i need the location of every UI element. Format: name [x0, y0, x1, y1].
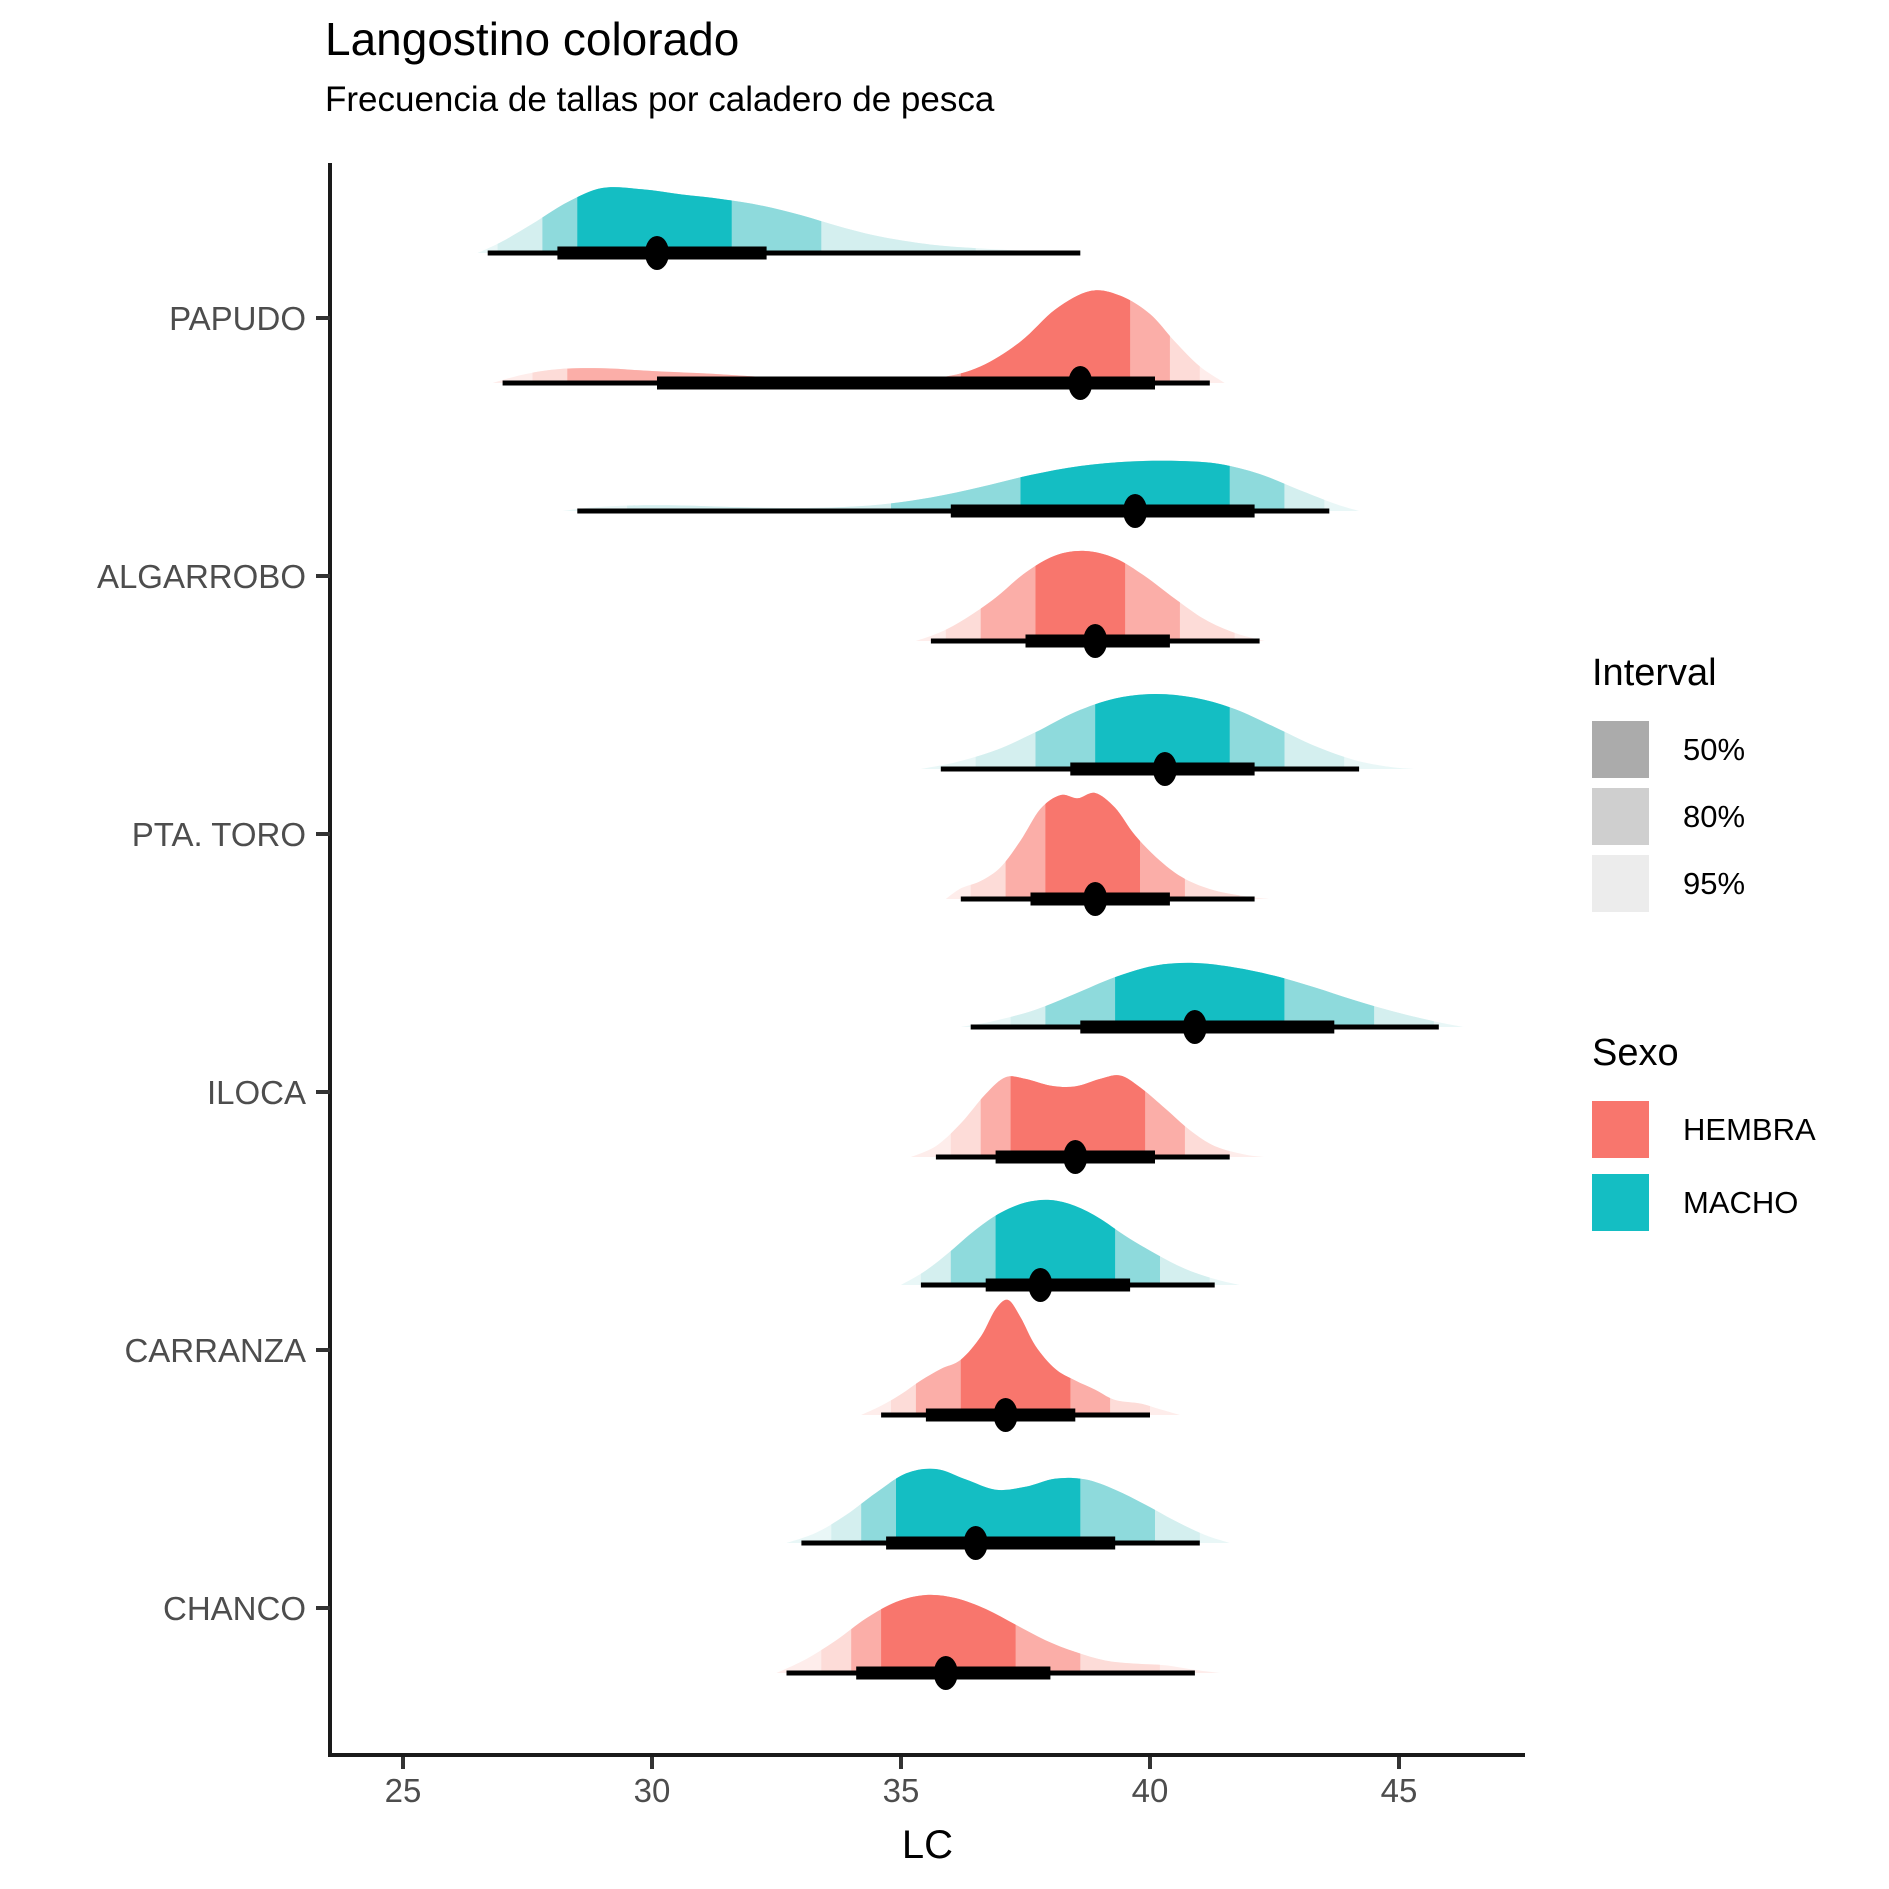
density-band-50 [1035, 550, 1126, 641]
median-point [1182, 1010, 1207, 1044]
interval-thick-bar [657, 376, 1155, 390]
legend-sexo-title: Sexo [1592, 1032, 1679, 1074]
x-tick-35 [899, 1757, 903, 1769]
median-point [1152, 752, 1177, 786]
x-tick-45 [1397, 1757, 1401, 1769]
legend-row: HEMBRA [1592, 1101, 1816, 1158]
density-band-50 [1010, 1075, 1146, 1157]
y-tick-ILOCA [316, 1090, 330, 1094]
legend-label: HEMBRA [1683, 1111, 1816, 1147]
legend-label: 80% [1683, 798, 1746, 834]
y-tick-CARRANZA [316, 1348, 330, 1352]
legend-row: 80% [1592, 788, 1745, 845]
ridge-ILOCA-HEMBRA [911, 1075, 1265, 1174]
median-point [1028, 1268, 1053, 1302]
density-band-50 [1045, 792, 1141, 899]
y-axis-label-ILOCA: ILOCA [207, 1074, 306, 1111]
density-band-80 [891, 460, 1285, 511]
x-tick-label-45: 45 [1381, 1772, 1418, 1809]
median-point [1123, 494, 1148, 528]
density-band-50 [960, 1299, 1071, 1415]
y-tick-CHANCO [316, 1606, 330, 1610]
median-point [1068, 366, 1093, 400]
x-tick-label-40: 40 [1132, 1772, 1169, 1809]
legend-swatch [1592, 788, 1649, 845]
legend-swatch [1592, 721, 1649, 778]
density-band-50 [1115, 962, 1285, 1027]
ridge-PAPUDO-MACHO [477, 187, 1086, 270]
legend-label: 50% [1683, 731, 1746, 767]
ridge-CARRANZA-HEMBRA [861, 1299, 1180, 1432]
x-tick-25 [401, 1757, 405, 1769]
ridge-ALGARROBO-HEMBRA [915, 550, 1265, 658]
median-point [1083, 624, 1108, 658]
y-axis-line [328, 163, 332, 1755]
median-point [993, 1398, 1018, 1432]
legend-label: MACHO [1683, 1184, 1799, 1220]
chart-subtitle: Frecuencia de tallas por caladero de pes… [325, 80, 995, 119]
legend-row: MACHO [1592, 1174, 1816, 1231]
density-band-50 [960, 290, 1131, 383]
density-band-50 [1020, 460, 1230, 511]
y-axis-label-PTATORO: PTA. TORO [132, 816, 306, 853]
legend-row: 95% [1592, 855, 1745, 912]
legend-swatch [1592, 855, 1649, 912]
y-tick-PTATORO [316, 832, 330, 836]
legend-swatch [1592, 1174, 1649, 1231]
legend-sexo-rows: HEMBRA MACHO [1592, 1101, 1816, 1231]
median-point [645, 236, 669, 270]
ridge-CHANCO-MACHO [786, 1468, 1230, 1560]
x-tick-30 [650, 1757, 654, 1769]
x-axis-line [328, 1753, 1525, 1757]
x-tick-label-30: 30 [634, 1772, 671, 1809]
density-band-50 [881, 1594, 1016, 1673]
y-axis-label-CHANCO: CHANCO [163, 1590, 306, 1627]
y-axis-label-CARRANZA: CARRANZA [124, 1332, 306, 1369]
density-band-50 [896, 1468, 1081, 1543]
y-axis-label-ALGARROBO: ALGARROBO [97, 558, 306, 595]
median-point [1083, 882, 1108, 916]
legend-interval-title: Interval [1592, 652, 1717, 694]
density-band-80 [542, 187, 822, 253]
y-tick-PAPUDO [316, 316, 330, 320]
ridge-ALGARROBO-MACHO [562, 460, 1360, 528]
interval-thick-bar [985, 1278, 1131, 1292]
x-axis-title: LC [902, 1823, 953, 1867]
x-tick-label-25: 25 [385, 1772, 422, 1809]
ridge-PAPUDO-HEMBRA [492, 290, 1225, 400]
ridge-CARRANZA-MACHO [901, 1199, 1240, 1302]
legend-label: 95% [1683, 865, 1746, 901]
interval-thick-bar [886, 1536, 1116, 1550]
density-band-50 [577, 187, 732, 253]
ridge-PTATORO-MACHO [920, 693, 1414, 786]
median-point [933, 1656, 958, 1690]
chart-title: Langostino colorado [325, 13, 740, 65]
x-tick-40 [1148, 1757, 1152, 1769]
median-point [963, 1526, 988, 1560]
ridge-ILOCA-MACHO [960, 962, 1464, 1044]
legend-row: 50% [1592, 721, 1745, 778]
legend-interval: Interval 50% 80% 95% [1592, 652, 1745, 922]
legend-sexo: Sexo HEMBRA MACHO [1592, 1032, 1816, 1247]
interval-95-line [487, 250, 1081, 256]
ridge-CHANCO-HEMBRA [776, 1594, 1220, 1690]
interval-thick-bar [950, 504, 1255, 518]
legend-interval-rows: 50% 80% 95% [1592, 721, 1745, 912]
y-tick-ALGARROBO [316, 574, 330, 578]
density-band-50 [1095, 693, 1230, 769]
legend-swatch [1592, 1101, 1649, 1158]
y-axis-label-PAPUDO: PAPUDO [169, 300, 306, 337]
x-tick-label-35: 35 [883, 1772, 920, 1809]
ridge-PTATORO-HEMBRA [945, 792, 1270, 916]
density-band-50 [995, 1199, 1116, 1285]
median-point [1063, 1140, 1088, 1174]
interval-thick-bar [1080, 1020, 1335, 1034]
